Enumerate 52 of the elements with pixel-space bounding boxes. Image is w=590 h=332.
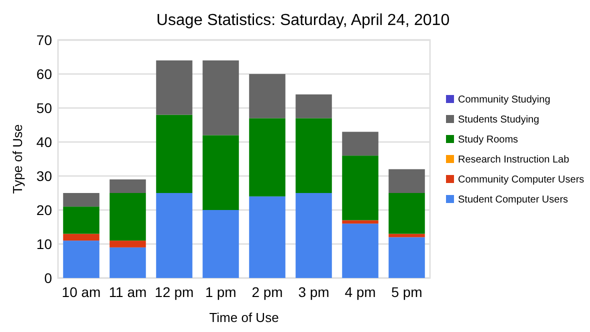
x-tick-label: 2 pm — [252, 284, 283, 300]
bar — [202, 135, 239, 210]
bar — [63, 206, 100, 234]
x-tick-label: 3 pm — [298, 284, 330, 300]
bar — [388, 193, 425, 234]
bar — [63, 193, 100, 207]
legend-label: Community Studying — [458, 94, 550, 106]
bar — [202, 210, 239, 278]
bar — [202, 60, 239, 136]
bar — [296, 193, 332, 278]
bar — [156, 60, 192, 115]
y-tick-label: 60 — [36, 66, 52, 82]
x-tick-label: 11 am — [108, 284, 147, 300]
bar — [110, 247, 146, 278]
x-tick-label: 5 pm — [391, 284, 422, 300]
bar — [342, 220, 378, 224]
y-tick-label: 10 — [36, 236, 52, 252]
bar — [249, 74, 286, 118]
bar — [156, 114, 192, 193]
x-tick-label: 12 pm — [154, 284, 194, 300]
y-tick-label: 20 — [36, 202, 52, 218]
legend-label: Students Studying — [458, 114, 540, 126]
bar — [388, 169, 425, 193]
legend-label: Study Rooms — [458, 134, 518, 146]
legend-label: Community Computer Users — [458, 174, 584, 186]
chart-title: Usage Statistics: Saturday, April 24, 2010 — [156, 12, 450, 29]
x-tick-label: 1 pm — [205, 284, 236, 300]
bar — [110, 240, 146, 248]
x-axis-title: Time of Use — [209, 310, 279, 325]
y-tick-label: 0 — [44, 270, 52, 286]
bar — [63, 240, 100, 278]
bar — [110, 179, 146, 193]
bar — [296, 94, 332, 118]
y-tick-label: 30 — [36, 168, 52, 184]
y-tick-label: 70 — [36, 32, 52, 48]
y-tick-label: 40 — [36, 134, 52, 150]
bar — [110, 193, 146, 241]
bar — [296, 118, 332, 193]
bar — [388, 237, 425, 278]
bar — [249, 118, 286, 196]
bar — [342, 224, 378, 278]
x-tick-label: 4 pm — [344, 284, 376, 300]
bar — [249, 196, 286, 278]
bar — [342, 132, 378, 156]
legend-label: Student Computer Users — [458, 194, 568, 206]
bar — [156, 193, 192, 278]
legend-label: Research Instruction Lab — [458, 154, 570, 166]
y-axis-title: Type of Use — [10, 124, 25, 194]
x-tick-label: 10 am — [62, 284, 101, 300]
y-tick-label: 50 — [36, 100, 52, 116]
bar — [63, 234, 100, 241]
bar — [342, 156, 378, 220]
